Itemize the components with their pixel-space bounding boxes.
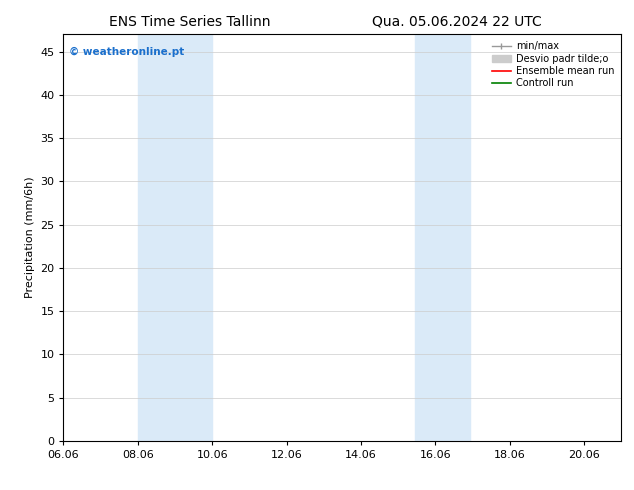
Text: ENS Time Series Tallinn: ENS Time Series Tallinn bbox=[110, 15, 271, 29]
Bar bbox=[415, 34, 470, 441]
Text: Qua. 05.06.2024 22 UTC: Qua. 05.06.2024 22 UTC bbox=[372, 15, 541, 29]
Text: © weatheronline.pt: © weatheronline.pt bbox=[69, 47, 184, 56]
Bar bbox=[138, 34, 212, 441]
Legend: min/max, Desvio padr tilde;o, Ensemble mean run, Controll run: min/max, Desvio padr tilde;o, Ensemble m… bbox=[489, 39, 616, 90]
Y-axis label: Precipitation (mm/6h): Precipitation (mm/6h) bbox=[25, 177, 35, 298]
